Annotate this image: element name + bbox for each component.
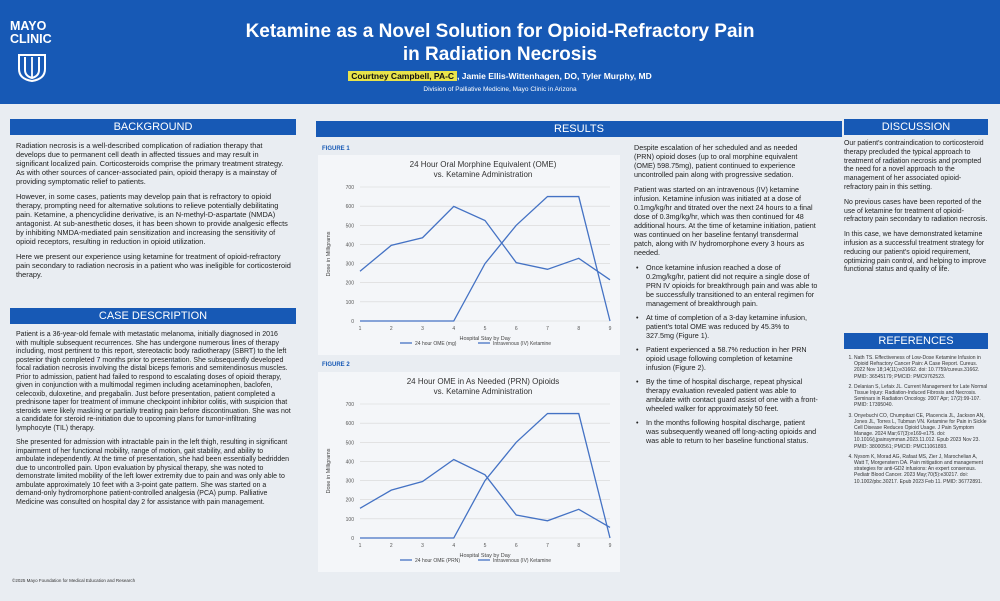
results-heading: RESULTS (316, 121, 842, 137)
legend-entry: 24 hour OME (mg) (415, 341, 457, 347)
discussion-paragraph: No previous cases have been reported of … (844, 198, 988, 224)
x-axis-label: Hospital Stay by Day (459, 553, 510, 559)
y-tick-label: 200 (346, 281, 355, 287)
x-tick-label: 5 (484, 543, 487, 549)
copyright: ©2025 Mayo Foundation for Medical Educat… (12, 578, 136, 583)
x-tick-label: 9 (609, 543, 612, 549)
author-list: Courtney Campbell, PA-C, Jamie Ellis-Wit… (120, 71, 880, 81)
y-tick-label: 200 (346, 498, 355, 504)
affiliation: Division of Palliative Medicine, Mayo Cl… (423, 86, 577, 93)
x-tick-label: 4 (452, 543, 455, 549)
results-bullet: At time of completion of a 3-day ketamin… (634, 313, 818, 340)
y-tick-label: 400 (346, 242, 355, 248)
figure-2-label: FIGURE 2 (322, 362, 350, 368)
results-paragraph: Patient was started on an intravenous (I… (634, 185, 816, 257)
y-tick-label: 400 (346, 459, 355, 465)
results-bullet: By the time of hospital discharge, repea… (634, 377, 818, 413)
chart-title: 24 Hour OME in As Needed (PRN) Opioids (407, 377, 560, 386)
chart-title: 24 Hour Oral Morphine Equivalent (OME) (410, 160, 557, 169)
x-tick-label: 7 (546, 326, 549, 332)
x-tick-label: 6 (515, 543, 518, 549)
series-line-2 (360, 412, 611, 539)
y-tick-label: 100 (346, 300, 355, 306)
references-heading: REFERENCES (844, 333, 988, 349)
author-highlight: Courtney Campbell, PA-C (348, 71, 458, 81)
case-paragraph: Patient is a 36-year-old female with met… (16, 331, 291, 432)
results-bullet: Patient experienced a 58.7% reduction in… (634, 345, 818, 372)
background-paragraph: Radiation necrosis is a well-described c… (16, 141, 284, 186)
y-tick-label: 300 (346, 479, 355, 485)
logo-line-2: CLINIC (10, 32, 52, 46)
title-line-2: in Radiation Necrosis (402, 44, 598, 65)
legend-entry: Intravenous (IV) Ketamine (493, 558, 551, 564)
y-tick-label: 0 (351, 536, 354, 542)
x-tick-label: 8 (577, 543, 580, 549)
legend-entry: Intravenous (IV) Ketamine (493, 341, 551, 347)
y-tick-label: 600 (346, 421, 355, 427)
x-tick-label: 7 (546, 543, 549, 549)
x-tick-label: 4 (452, 326, 455, 332)
series-line-2 (360, 195, 611, 322)
discussion-text: Our patient's contraindication to cortic… (844, 140, 988, 281)
reference-item: Onyebuchi CO, Chumpitazi CE, Placencia J… (854, 413, 988, 450)
x-tick-label: 8 (577, 326, 580, 332)
discussion-paragraph: In this case, we have demonstrated ketam… (844, 231, 987, 274)
x-tick-label: 1 (359, 326, 362, 332)
y-tick-label: 500 (346, 223, 355, 229)
results-bullet: In the months following hospital dischar… (634, 418, 818, 445)
mayo-clinic-logo: MAYO CLINIC (10, 20, 60, 82)
results-bullet: Once ketamine infusion reached a dose of… (634, 263, 818, 308)
reference-item: Delanian S, Lefaix JL. Current Managemen… (854, 384, 988, 409)
y-tick-label: 700 (346, 185, 355, 191)
figure-1-label: FIGURE 1 (322, 146, 350, 152)
case-paragraph: She presented for admission with intract… (16, 439, 290, 506)
x-tick-label: 5 (484, 326, 487, 332)
x-tick-label: 6 (515, 326, 518, 332)
x-tick-label: 1 (359, 543, 362, 549)
discussion-paragraph: Our patient's contraindication to cortic… (844, 140, 984, 191)
chart-subtitle: vs. Ketamine Administration (434, 170, 533, 179)
results-text: Despite escalation of her scheduled and … (634, 143, 818, 450)
y-tick-label: 600 (346, 204, 355, 210)
series-line-1 (359, 205, 611, 281)
background-paragraph: Here we present our experience using ket… (16, 252, 291, 279)
y-tick-label: 500 (346, 440, 355, 446)
x-tick-label: 2 (390, 326, 393, 332)
x-tick-label: 3 (421, 543, 424, 549)
y-axis-label: Dose in Milligrams (326, 231, 332, 276)
figure-2-chart: 24 Hour OME in As Needed (PRN) Opioidsvs… (318, 372, 620, 572)
poster-header: MAYO CLINIC Ketamine as a Novel Solution… (0, 0, 1000, 104)
y-tick-label: 0 (351, 319, 354, 325)
y-tick-label: 700 (346, 402, 355, 408)
x-tick-label: 2 (390, 543, 393, 549)
poster-title: Ketamine as a Novel Solution for Opioid-… (120, 20, 880, 66)
y-axis-label: Dose in Milligrams (326, 448, 332, 493)
chart-subtitle: vs. Ketamine Administration (434, 387, 533, 396)
shield-icon (18, 54, 46, 82)
discussion-heading: DISCUSSION (844, 119, 988, 135)
logo-line-1: MAYO (10, 19, 47, 33)
x-axis-label: Hospital Stay by Day (459, 336, 510, 342)
background-text: Radiation necrosis is a well-described c… (16, 141, 292, 285)
y-tick-label: 300 (346, 262, 355, 268)
figure-1-chart: 24 Hour Oral Morphine Equivalent (OME)vs… (318, 155, 620, 355)
chart-background (318, 372, 620, 572)
reference-item: Nysom K, Morad AG, Rafaat MS, Zier J, Ma… (854, 454, 988, 485)
case-description-text: Patient is a 36-year-old female with met… (16, 331, 292, 513)
case-description-heading: CASE DESCRIPTION (10, 308, 296, 324)
legend-entry: 24 hour OME (PRN) (415, 558, 460, 564)
reference-item: Nath TS. Effectiveness of Low-Dose Ketam… (854, 355, 988, 380)
background-paragraph: However, in some cases, patients may dev… (16, 192, 288, 246)
chart-background (318, 155, 620, 355)
y-tick-label: 100 (346, 517, 355, 523)
results-paragraph: Despite escalation of her scheduled and … (634, 143, 798, 179)
title-line-1: Ketamine as a Novel Solution for Opioid-… (245, 21, 755, 42)
x-tick-label: 3 (421, 326, 424, 332)
series-line-1 (359, 458, 611, 529)
results-bullets: Once ketamine infusion reached a dose of… (634, 263, 818, 445)
background-heading: BACKGROUND (10, 119, 296, 135)
references-list: Nath TS. Effectiveness of Low-Dose Ketam… (844, 355, 988, 489)
authors-rest: , Jamie Ellis-Wittenhagen, DO, Tyler Mur… (457, 71, 652, 81)
x-tick-label: 9 (609, 326, 612, 332)
